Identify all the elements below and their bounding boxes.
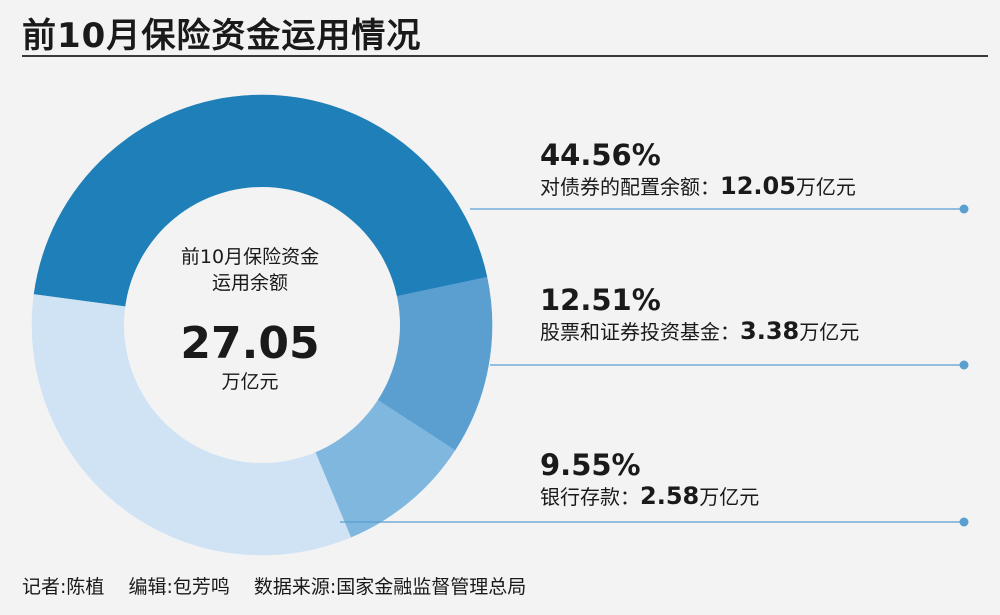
chart-title: 前10月保险资金运用情况 xyxy=(22,16,422,56)
leader-line-bonds-dot xyxy=(959,204,969,214)
annotation-stocks-unit: 万亿元 xyxy=(799,320,860,344)
annotation-deposits-unit: 万亿元 xyxy=(699,485,760,509)
annotation-deposits-desc: 银行存款：2.58万亿元 xyxy=(540,482,759,511)
center-total-value: 27.05 xyxy=(180,318,320,369)
annotation-bonds-amount: 12.05 xyxy=(720,172,796,200)
annotation-deposits-label: 银行存款： xyxy=(540,485,640,509)
center-label: 前10月保险资金 运用余额 xyxy=(140,244,360,296)
annotation-stocks-pct: 12.51% xyxy=(540,283,661,317)
footer-credits: 记者:陈植 编辑:包芳鸣 数据来源:国家金融监督管理总局 xyxy=(22,572,526,599)
annotation-stocks-label: 股票和证券投资基金： xyxy=(540,320,740,344)
center-label-line1: 前10月保险资金 xyxy=(180,246,320,268)
annotation-deposits-amount: 2.58 xyxy=(640,482,700,510)
annotation-bonds: 44.56% 对债券的配置余额：12.05万亿元 xyxy=(540,138,856,201)
annotation-deposits: 9.55% 银行存款：2.58万亿元 xyxy=(540,448,759,511)
center-total-unit: 万亿元 xyxy=(221,371,279,393)
annotation-stocks-amount: 3.38 xyxy=(740,317,800,345)
annotation-stocks-desc: 股票和证券投资基金：3.38万亿元 xyxy=(540,317,859,346)
footer-editor: 编辑:包芳鸣 xyxy=(128,576,230,598)
annotation-deposits-pct: 9.55% xyxy=(540,448,641,482)
annotation-bonds-label: 对债券的配置余额： xyxy=(540,175,720,199)
donut-center xyxy=(124,187,400,463)
footer-reporter: 记者:陈植 xyxy=(22,576,105,598)
annotation-bonds-pct: 44.56% xyxy=(540,138,661,172)
footer-source: 数据来源:国家金融监督管理总局 xyxy=(253,576,527,598)
leader-line-deposits-dot xyxy=(959,517,969,527)
leader-line-stocks-dot xyxy=(959,360,969,370)
annotation-bonds-unit: 万亿元 xyxy=(795,175,856,199)
annotation-stocks: 12.51% 股票和证券投资基金：3.38万亿元 xyxy=(540,283,859,346)
annotation-bonds-desc: 对债券的配置余额：12.05万亿元 xyxy=(540,172,856,201)
center-label-line2: 运用余额 xyxy=(211,272,288,294)
title-divider xyxy=(22,55,988,57)
